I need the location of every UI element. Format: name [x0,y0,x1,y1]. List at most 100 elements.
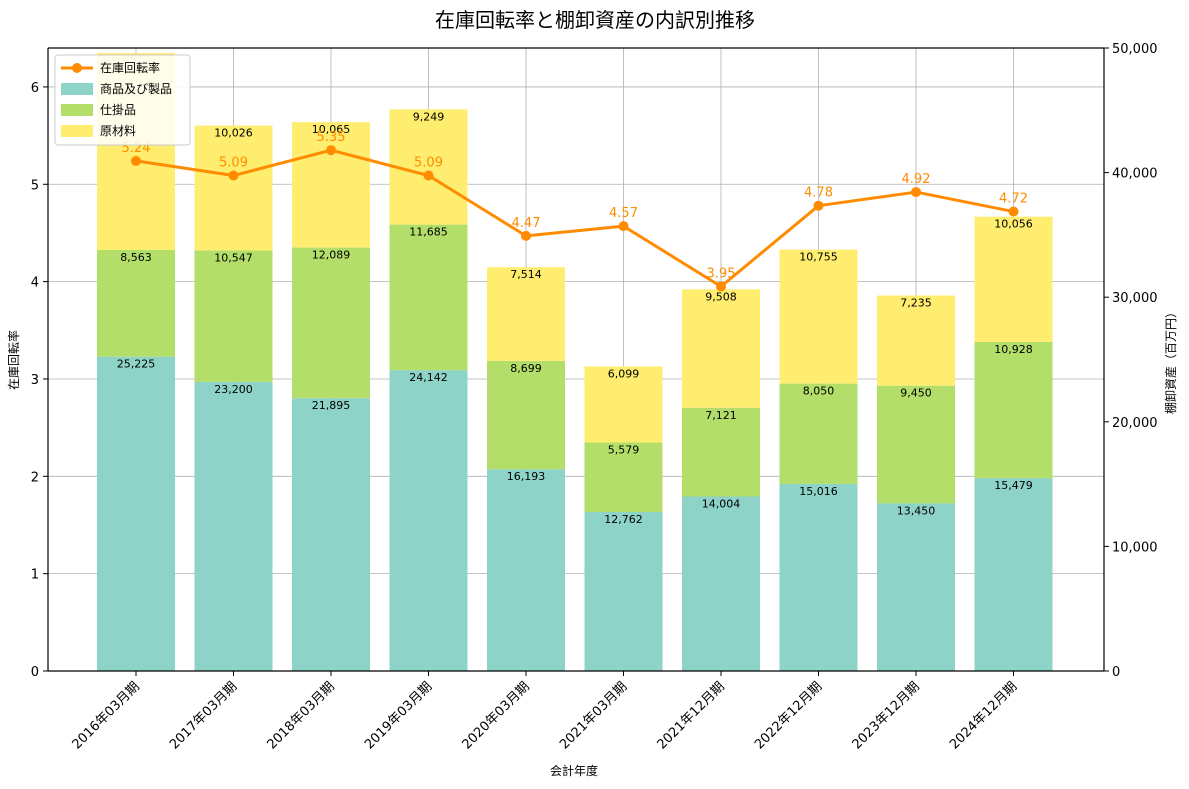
bar-value-label: 13,450 [897,504,936,517]
legend-label: 在庫回転率 [100,60,160,75]
bar-value-label: 11,685 [409,226,448,239]
bar-value-label: 6,099 [608,367,640,380]
turnover-point [716,281,726,292]
bar-value-label: 16,193 [507,470,546,483]
bar-value-label: 14,004 [702,498,741,511]
y-right-tick-label: 30,000 [1112,291,1158,306]
bar-segment [779,383,858,484]
x-tick-label: 2017年03月期 [167,679,240,752]
turnover-point [911,187,921,198]
x-axis-title: 会計年度 [550,763,598,778]
bar-value-label: 12,089 [312,249,351,262]
turnover-point [326,145,336,156]
bar-value-label: 9,508 [705,290,737,303]
bar-segment [292,122,370,248]
bars [97,53,1053,671]
bar-segment [194,250,273,382]
bar-segment [877,385,955,504]
bar-segment [779,249,858,384]
bar-segment [292,398,370,671]
x-tick-label: 2018年03月期 [265,679,338,752]
bar-segment [974,216,1053,342]
turnover-point [423,170,434,181]
turnover-value-label: 3.95 [707,266,736,281]
y-right-tick-label: 0 [1112,665,1120,680]
bar-segment [877,295,955,386]
bar-value-label: 10,026 [214,127,253,140]
legend-bar-swatch [61,125,93,137]
x-tick-label: 2024年12月期 [947,679,1020,752]
bar-segment [487,267,565,361]
bar-value-label: 15,016 [799,485,838,498]
bar-segment [877,503,955,671]
turnover-value-label: 4.78 [804,186,833,201]
bar-segment [584,366,663,443]
turnover-line: 5.245.095.355.094.474.573.954.784.924.72 [122,130,1028,292]
bar-value-label: 21,895 [312,399,351,412]
turnover-value-label: 4.92 [902,172,931,187]
bar-segment [779,483,858,671]
bar-segment [292,247,370,399]
bar-segment [97,356,175,671]
bar-segment [389,224,468,371]
y-left-tick-label: 2 [31,470,39,485]
turnover-value-label: 4.47 [512,216,541,231]
x-tick-label: 2016年03月期 [70,679,143,752]
bar-value-label: 10,056 [994,218,1033,231]
bar-value-label: 5,579 [608,443,640,456]
turnover-value-label: 5.35 [317,130,346,145]
x-tick-label: 2021年12月期 [655,679,728,752]
bar-segment [194,381,273,671]
y-axis-right-title: 棚卸資産（百万円） [1163,306,1178,414]
turnover-line-path [135,148,1014,288]
turnover-value-label: 5.09 [414,156,443,171]
bar-labels: 25,225 8,563 23,200 10,547 10,026 21,895 12,08… [117,110,1033,526]
y-left-tick-label: 3 [31,373,39,388]
x-tick-label: 2023年12月期 [850,679,923,752]
bar-segment [682,496,760,671]
turnover-value-label: 5.09 [219,156,248,171]
turnover-value-label: 4.57 [609,206,638,221]
bar-value-label: 24,142 [409,371,448,384]
bar-segment [682,289,760,408]
bar-segment [97,250,175,357]
bar-value-label: 9,450 [900,387,932,400]
turnover-point [813,200,824,211]
bar-value-label: 25,225 [117,358,156,371]
bar-value-label: 7,235 [900,297,932,310]
y-right-tick-label: 20,000 [1112,416,1158,431]
bar-segment [974,341,1053,479]
bar-value-label: 23,200 [214,383,253,396]
bar-segment [389,109,468,225]
y-left-tick-label: 4 [31,276,39,291]
y-axis-left-title: 在庫回転率 [6,330,21,390]
legend-label: 商品及び製品 [100,81,172,96]
legend-box [54,54,191,146]
turnover-point [1008,206,1019,217]
y-left-tick-label: 0 [31,665,39,680]
turnover-point [521,230,531,241]
y-left-tick-label: 6 [31,81,39,96]
turnover-point [618,221,629,232]
bar-value-label: 12,762 [604,513,643,526]
bar-segment [974,478,1053,671]
bar-segment [584,511,663,671]
x-tick-label: 2021年03月期 [557,679,630,752]
legend-marker [72,63,82,73]
bar-segment [194,125,273,251]
bar-value-label: 10,928 [994,343,1033,356]
x-tick-label: 2022年12月期 [752,679,825,752]
bar-value-label: 8,050 [803,385,835,398]
legend-label: 原材料 [100,124,136,138]
x-tick-label: 2020年03月期 [460,679,533,752]
y-right-tick-label: 10,000 [1112,540,1158,555]
bar-segment [487,360,565,470]
bar-value-label: 10,547 [214,252,253,265]
bar-segment [487,469,565,671]
legend-bar-swatch [61,104,93,116]
bar-value-label: 15,479 [994,479,1033,492]
y-right-tick-label: 40,000 [1112,167,1158,182]
chart-title: 在庫回転率と棚卸資産の内訳別推移 [435,8,755,32]
bar-value-label: 7,514 [510,268,542,281]
